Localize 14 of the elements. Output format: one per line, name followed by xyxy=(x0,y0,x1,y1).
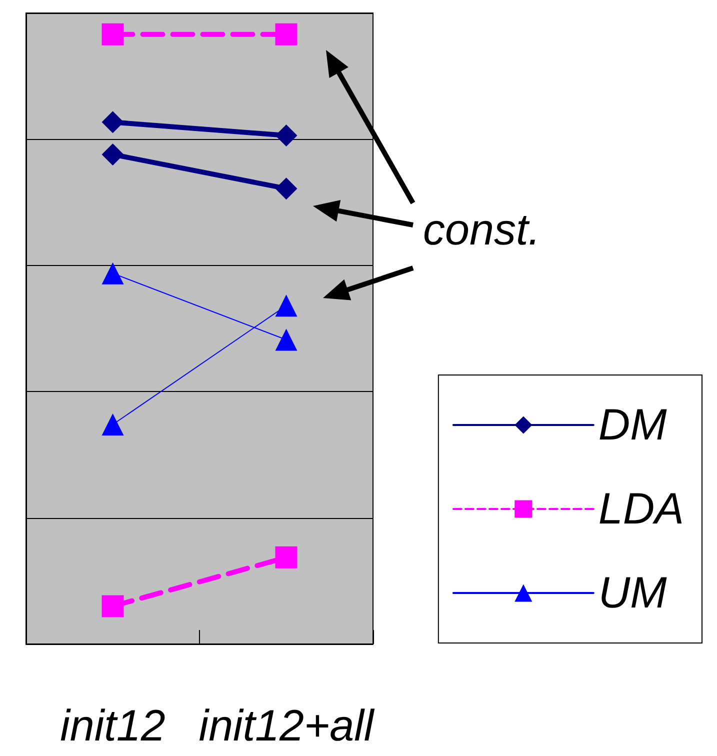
legend-label: UM xyxy=(598,568,668,618)
legend-label: DM xyxy=(598,400,668,450)
point xyxy=(102,595,124,618)
x-tick-label: init12 xyxy=(60,702,166,750)
point xyxy=(275,546,298,568)
legend-label: LDA xyxy=(598,484,684,534)
point xyxy=(102,143,124,166)
point xyxy=(102,111,124,134)
x-tick-label: init12+all xyxy=(198,702,375,750)
point xyxy=(275,178,298,200)
point xyxy=(275,124,298,147)
text: const. xyxy=(423,206,540,254)
point xyxy=(102,23,124,46)
point xyxy=(275,23,298,46)
